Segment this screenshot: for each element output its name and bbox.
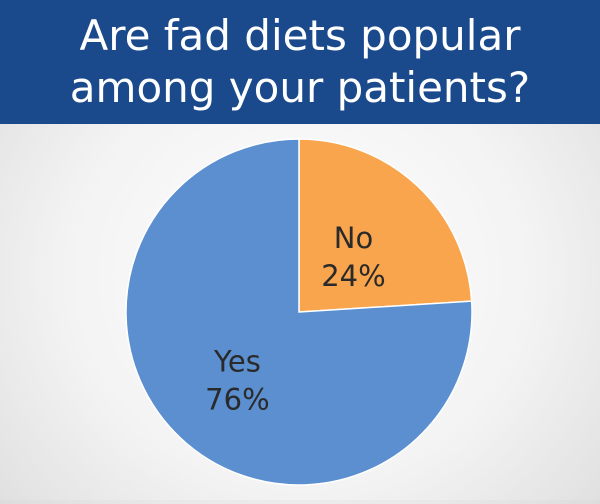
pie-chart: No 24% Yes 76% bbox=[125, 138, 473, 486]
slice-percent-yes: 76% bbox=[205, 383, 269, 417]
chart-area: No 24% Yes 76% bbox=[0, 124, 600, 500]
pie-slice-no bbox=[298, 138, 473, 313]
pie-slice-yes bbox=[125, 138, 473, 486]
chart-title: Are fad diets popular among your patient… bbox=[69, 11, 531, 112]
slice-label-no: No bbox=[334, 221, 373, 255]
title-bar: Are fad diets popular among your patient… bbox=[0, 0, 600, 124]
slice-percent-no: 24% bbox=[321, 259, 385, 293]
slice-label-yes: Yes bbox=[213, 345, 261, 379]
